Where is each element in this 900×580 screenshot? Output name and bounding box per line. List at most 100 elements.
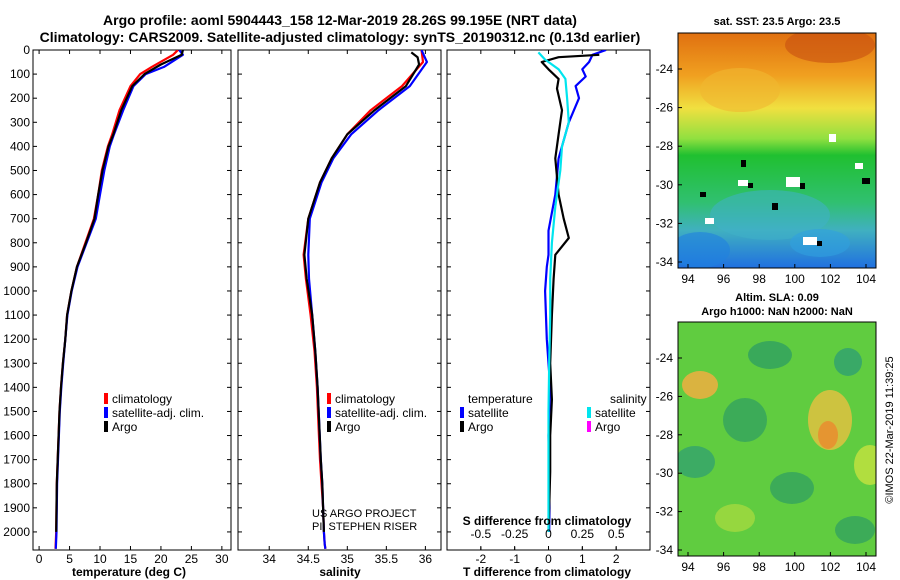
map-y-tick-label: -28 — [656, 428, 674, 442]
legend-swatch-s-argo — [587, 421, 591, 432]
temperature-panel: 0100200300400500600700800900100011001200… — [3, 43, 232, 579]
legend-swatch-argo — [327, 421, 331, 432]
temperature-ticks: 0100200300400500600700800900100011001200… — [3, 43, 231, 566]
y-tick-label: 700 — [10, 212, 30, 226]
map-y-tick-label: -32 — [656, 216, 674, 230]
map-y-tick-label: -24 — [656, 62, 674, 76]
sst-map: sat. SST: 23.5 Argo: 23.5 94 96 98 100 102 10… — [656, 16, 877, 286]
s-difference-xlabel: S difference from climatology — [463, 514, 632, 528]
sla-map: Altim. SLA: 0.09 Argo h1000: NaN h2000: … — [656, 292, 877, 574]
legend-label-s-satellite: satellite — [595, 406, 636, 420]
series-satellite-adj-clim- — [54, 50, 184, 549]
legend-header-salinity: salinity — [610, 392, 647, 406]
sla-low-anomaly — [678, 446, 715, 478]
difference-series — [537, 50, 607, 532]
sst-cloud-mask — [855, 163, 863, 169]
y-tick-label: 200 — [10, 91, 30, 105]
map-x-tick-label: 100 — [785, 560, 805, 574]
difference-ticks: -2 -1 0 1 2 — [447, 49, 650, 566]
x-tick-label: 20 — [154, 552, 168, 566]
map-x-tick-label: 96 — [717, 272, 731, 286]
temperature-series — [54, 50, 184, 549]
map-x-tick-label: 94 — [681, 560, 695, 574]
map-y-tick-label: -28 — [656, 139, 674, 153]
s-x-tick-label: -0.5 — [470, 527, 491, 541]
map-x-tick-label: 104 — [856, 272, 876, 286]
sla-low-anomaly — [723, 398, 767, 442]
sst-map-ticks: 94 96 98 100 102 104 -24 -26 -28 -30 -32 -34 — [656, 62, 877, 286]
sst-map-frame — [677, 32, 877, 269]
map-x-tick-label: 102 — [820, 272, 840, 286]
sla-map-title-line2: Argo h1000: NaN h2000: NaN — [701, 306, 853, 318]
map-x-tick-label: 98 — [753, 272, 767, 286]
legend-swatch-argo — [104, 421, 108, 432]
sst-cloud-mask-edge — [748, 183, 753, 188]
x-tick-label: 36 — [419, 552, 433, 566]
x-tick-label: 35 — [341, 552, 355, 566]
sla-map-image — [678, 322, 876, 556]
sst-cold-patch — [678, 232, 730, 268]
sst-cool-patch — [710, 190, 830, 240]
sst-cloud-mask — [829, 134, 836, 142]
sst-cloud-mask-edge — [700, 192, 706, 197]
x-tick-label: 25 — [185, 552, 199, 566]
map-y-tick-label: -34 — [656, 255, 674, 269]
temperature-panel-frame — [32, 49, 232, 551]
sla-high-anomaly — [682, 371, 718, 399]
sst-cloud-mask-edge — [800, 183, 805, 189]
x-tick-label: 35.5 — [375, 552, 399, 566]
y-tick-label: 1000 — [3, 284, 30, 298]
figure-title-line2: Climatology: CARS2009. Satellite-adjuste… — [40, 29, 641, 45]
x-tick-label: 10 — [93, 552, 107, 566]
difference-legend: temperature satellite Argo salinity sate… — [460, 392, 647, 434]
legend-label-climatology: climatology — [112, 392, 172, 406]
y-tick-label: 1300 — [3, 356, 30, 370]
legend-label-t-argo: Argo — [468, 420, 494, 434]
sst-map-image — [678, 33, 876, 268]
legend-swatch-satellite — [104, 407, 108, 418]
sst-cloud-mask — [803, 237, 817, 245]
series-argo — [303, 51, 421, 532]
salinity-panel-frame — [237, 49, 442, 551]
sst-map-title: sat. SST: 23.5 Argo: 23.5 — [714, 16, 841, 28]
s-x-tick-label: -0.25 — [501, 527, 529, 541]
legend-label-argo: Argo — [335, 420, 361, 434]
s-difference-ticks: -0.5 -0.25 0 0.25 0.5 — [470, 527, 625, 550]
s-x-tick-label: 0.5 — [608, 527, 625, 541]
sla-map-frame — [677, 321, 877, 557]
x-tick-label: 2 — [613, 552, 620, 566]
legend-label-satellite: satellite-adj. clim. — [112, 406, 204, 420]
map-y-tick-label: -32 — [656, 505, 674, 519]
x-tick-label: -1 — [509, 552, 520, 566]
x-tick-label: 15 — [124, 552, 138, 566]
legend-label-t-satellite: satellite — [468, 406, 509, 420]
map-y-tick-label: -26 — [656, 101, 674, 115]
sla-mid-anomaly — [854, 445, 876, 485]
map-y-tick-label: -26 — [656, 389, 674, 403]
map-y-tick-label: -30 — [656, 466, 674, 480]
sla-low-anomaly — [834, 348, 862, 376]
x-tick-label: 0 — [36, 552, 43, 566]
y-tick-label: 100 — [10, 67, 30, 81]
t-difference-xlabel: T difference from climatology — [463, 565, 631, 579]
map-x-tick-label: 104 — [856, 560, 876, 574]
y-tick-label: 1200 — [3, 332, 30, 346]
y-tick-label: 1500 — [3, 404, 30, 418]
sst-cloud-mask-edge — [741, 160, 746, 167]
legend-header-temperature: temperature — [468, 392, 533, 406]
sla-low-anomaly — [835, 516, 875, 544]
sla-low-anomaly — [770, 472, 814, 504]
imos-timestamp: ©IMOS 22-Mar-2019 11:39:25 — [884, 356, 896, 503]
map-x-tick-label: 102 — [820, 560, 840, 574]
series-argo — [55, 50, 184, 532]
x-tick-label: 34.5 — [297, 552, 321, 566]
s-x-tick-label: 0.25 — [571, 527, 595, 541]
temperature-legend: climatology satellite-adj. clim. Argo — [104, 392, 204, 434]
difference-panel: -2 -1 0 1 2 T difference from climatology S … — [446, 49, 651, 579]
legend-label-climatology: climatology — [335, 392, 395, 406]
map-y-tick-label: -24 — [656, 351, 674, 365]
salinity-panel: 34 34.5 35 35.5 36 salinity climatology sate… — [237, 49, 442, 579]
sst-cloud-mask-edge — [862, 178, 870, 184]
legend-swatch-satellite — [327, 407, 331, 418]
legend-label-argo: Argo — [112, 420, 138, 434]
